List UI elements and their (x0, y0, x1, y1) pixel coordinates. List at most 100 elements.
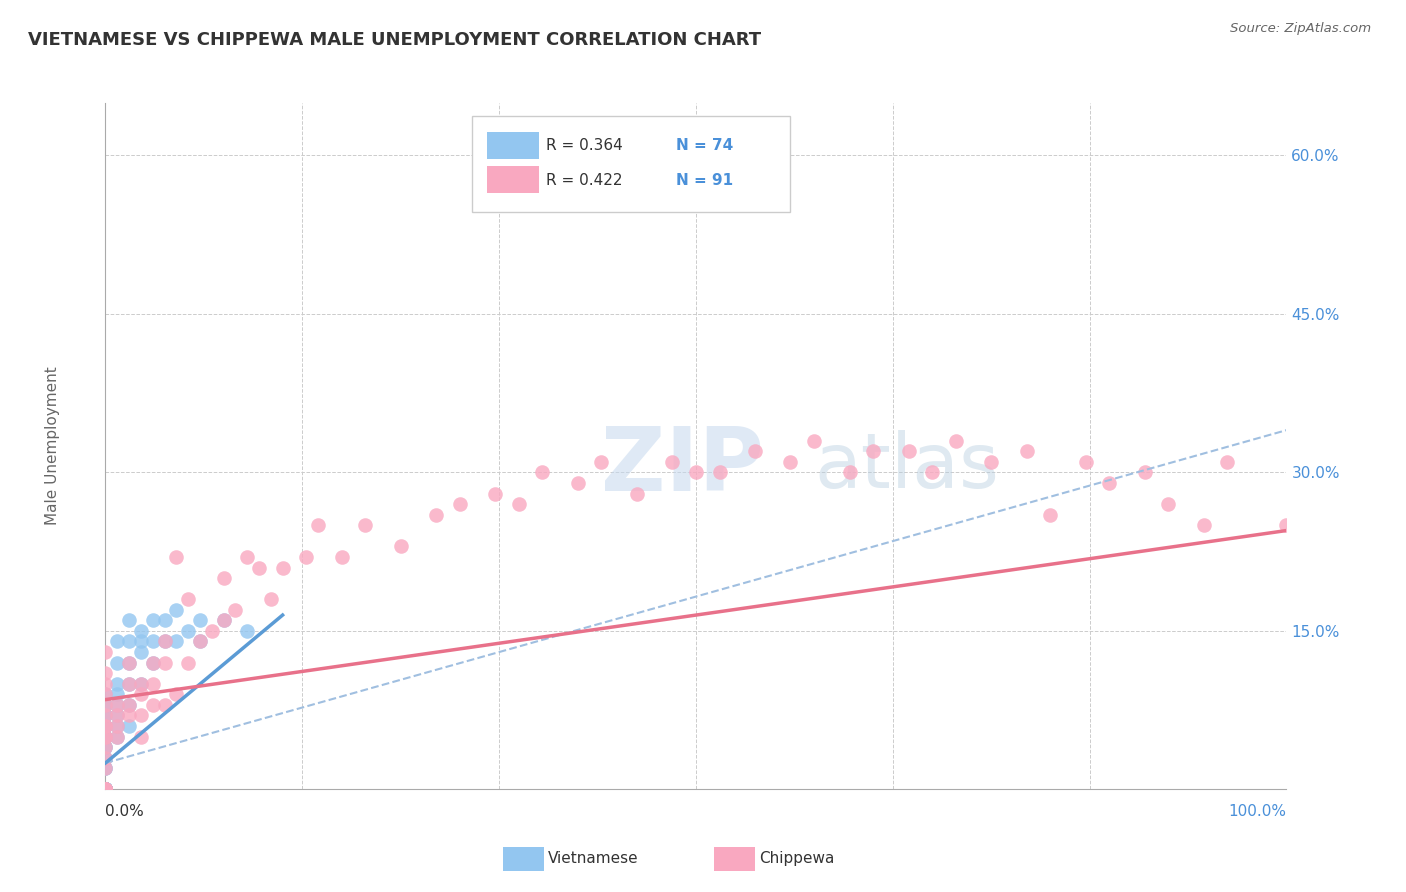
Point (118, 677, 141, 691)
Text: Chippewa: Chippewa (759, 851, 835, 865)
Point (105, 656, 128, 670)
Point (236, 624, 259, 638)
Text: 100.0%: 100.0% (1229, 805, 1286, 819)
Point (94, 750, 117, 764)
Point (94, 666, 117, 681)
Point (105, 677, 128, 691)
Point (94, 782, 117, 797)
Point (94, 698, 117, 712)
Point (94, 782, 117, 797)
Point (153, 698, 176, 712)
Point (212, 613, 235, 627)
Point (1157, 497, 1180, 511)
Text: N = 91: N = 91 (676, 173, 733, 187)
Point (94, 698, 117, 712)
Point (945, 434, 967, 448)
Point (118, 698, 141, 712)
Point (94, 687, 117, 701)
Point (94, 719, 117, 733)
Point (354, 518, 377, 533)
Point (129, 677, 152, 691)
Point (94, 782, 117, 797)
Point (105, 634, 128, 648)
Point (389, 540, 412, 554)
Point (94, 782, 117, 797)
Point (177, 656, 200, 670)
Text: atlas: atlas (814, 430, 998, 504)
Point (94, 782, 117, 797)
Point (685, 466, 707, 480)
Text: VIETNAMESE VS CHIPPEWA MALE UNEMPLOYMENT CORRELATION CHART: VIETNAMESE VS CHIPPEWA MALE UNEMPLOYMENT… (28, 31, 761, 49)
Point (94, 719, 117, 733)
Point (94, 645, 117, 659)
Point (94, 740, 117, 755)
Point (94, 782, 117, 797)
Point (94, 782, 117, 797)
Point (94, 782, 117, 797)
Point (94, 782, 117, 797)
Point (94, 740, 117, 755)
Point (224, 603, 246, 617)
Point (212, 571, 235, 585)
Text: Source: ZipAtlas.com: Source: ZipAtlas.com (1230, 22, 1371, 36)
Point (94, 782, 117, 797)
Point (212, 613, 235, 627)
Point (188, 634, 211, 648)
Point (94, 730, 117, 744)
Point (142, 677, 165, 691)
Point (94, 761, 117, 775)
Point (129, 645, 152, 659)
Point (94, 782, 117, 797)
Point (177, 592, 200, 607)
Point (1098, 475, 1121, 490)
Point (105, 698, 128, 712)
Point (118, 698, 141, 712)
Point (94, 782, 117, 797)
Point (129, 708, 152, 723)
Point (94, 740, 117, 755)
Point (94, 782, 117, 797)
Point (94, 782, 117, 797)
Point (94, 719, 117, 733)
Point (129, 687, 152, 701)
Point (94, 782, 117, 797)
Point (94, 687, 117, 701)
Point (295, 549, 318, 564)
Point (1133, 466, 1156, 480)
Point (105, 687, 128, 701)
Point (129, 677, 152, 691)
Point (94, 782, 117, 797)
Point (307, 518, 329, 533)
Point (94, 782, 117, 797)
Point (94, 708, 117, 723)
Point (94, 698, 117, 712)
Point (94, 782, 117, 797)
Point (165, 634, 187, 648)
Point (94, 782, 117, 797)
Point (94, 782, 117, 797)
Point (94, 782, 117, 797)
Point (508, 497, 530, 511)
Point (271, 560, 294, 574)
Point (94, 750, 117, 764)
Text: N = 74: N = 74 (676, 138, 733, 153)
Point (94, 782, 117, 797)
Point (94, 782, 117, 797)
FancyBboxPatch shape (486, 132, 538, 159)
Point (188, 634, 211, 648)
Point (153, 634, 176, 648)
Point (94, 782, 117, 797)
Point (188, 613, 211, 627)
Point (94, 782, 117, 797)
Point (94, 782, 117, 797)
Point (94, 761, 117, 775)
Point (201, 624, 224, 638)
Point (1192, 518, 1215, 533)
Point (142, 698, 165, 712)
Point (709, 466, 731, 480)
Point (129, 730, 152, 744)
Point (94, 782, 117, 797)
Point (94, 782, 117, 797)
Point (425, 508, 447, 522)
Point (94, 782, 117, 797)
